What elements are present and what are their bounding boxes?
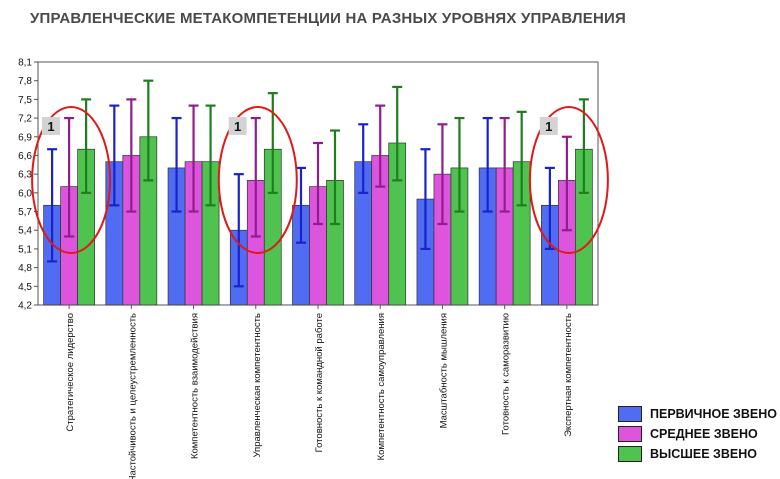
legend-label-primary: ПЕРВИЧНОЕ ЗВЕНО bbox=[650, 407, 777, 421]
highlight-ellipse bbox=[31, 106, 112, 254]
annotation-label: 1 bbox=[545, 119, 552, 134]
highlight-ellipse bbox=[528, 106, 609, 254]
y-tick-label: 6,6 bbox=[18, 151, 32, 162]
legend-swatch-middle bbox=[618, 426, 642, 442]
x-tick-label: Компетентность самоуправления bbox=[376, 313, 387, 460]
x-tick-label: Экспертная компетентность bbox=[563, 313, 574, 437]
chart-title: УПРАВЛЕНЧЕСКИЕ МЕТАКОМПЕТЕНЦИИ НА РАЗНЫХ… bbox=[30, 10, 626, 27]
highlight-ellipse bbox=[217, 106, 298, 254]
legend-label-middle: СРЕДНЕЕ ЗВЕНО bbox=[650, 427, 758, 441]
y-tick-label: 6,0 bbox=[18, 188, 32, 199]
x-tick-label: Масштабность мышления bbox=[438, 313, 449, 428]
x-tick-label: Готовность к командной работе bbox=[314, 313, 325, 452]
annotation-box bbox=[42, 117, 60, 135]
y-tick-label: 5,4 bbox=[18, 226, 32, 237]
y-tick-label: 6,9 bbox=[18, 132, 32, 143]
x-tick-label: Настойчивость и целеустремленность bbox=[127, 313, 138, 479]
y-tick-label: 4,2 bbox=[18, 301, 32, 312]
annotation-label: 1 bbox=[47, 119, 54, 134]
y-tick-label: 5,7 bbox=[18, 207, 32, 218]
legend-item-primary: ПЕРВИЧНОЕ ЗВЕНО bbox=[618, 404, 777, 424]
legend-item-top: ВЫСШЕЕ ЗВЕНО bbox=[618, 444, 777, 464]
legend-item-middle: СРЕДНЕЕ ЗВЕНО bbox=[618, 424, 777, 444]
legend-swatch-primary bbox=[618, 406, 642, 422]
y-tick-label: 7,8 bbox=[18, 76, 32, 87]
annotation-box bbox=[539, 117, 558, 135]
x-tick-label: Стратегическое лидерство bbox=[65, 313, 76, 432]
legend-swatch-top bbox=[618, 446, 642, 462]
legend: ПЕРВИЧНОЕ ЗВЕНО СРЕДНЕЕ ЗВЕНО ВЫСШЕЕ ЗВЕ… bbox=[618, 404, 777, 464]
legend-label-top: ВЫСШЕЕ ЗВЕНО bbox=[650, 447, 757, 461]
y-tick-label: 7,2 bbox=[18, 114, 32, 125]
y-tick-label: 7,5 bbox=[18, 95, 32, 106]
x-tick-label: Компетентность взаимодействия bbox=[190, 313, 201, 459]
y-tick-label: 5,1 bbox=[18, 244, 32, 255]
annotation-label: 1 bbox=[234, 119, 241, 134]
annotation-box bbox=[228, 117, 247, 135]
x-tick-label: Управленческая компетентность bbox=[252, 313, 263, 458]
y-tick-label: 8,1 bbox=[18, 58, 32, 69]
y-tick-label: 4,5 bbox=[18, 282, 32, 293]
y-tick-label: 4,8 bbox=[18, 263, 32, 274]
x-tick-label: Готовность к саморазвитию bbox=[501, 313, 512, 435]
y-tick-label: 6,3 bbox=[18, 170, 32, 181]
